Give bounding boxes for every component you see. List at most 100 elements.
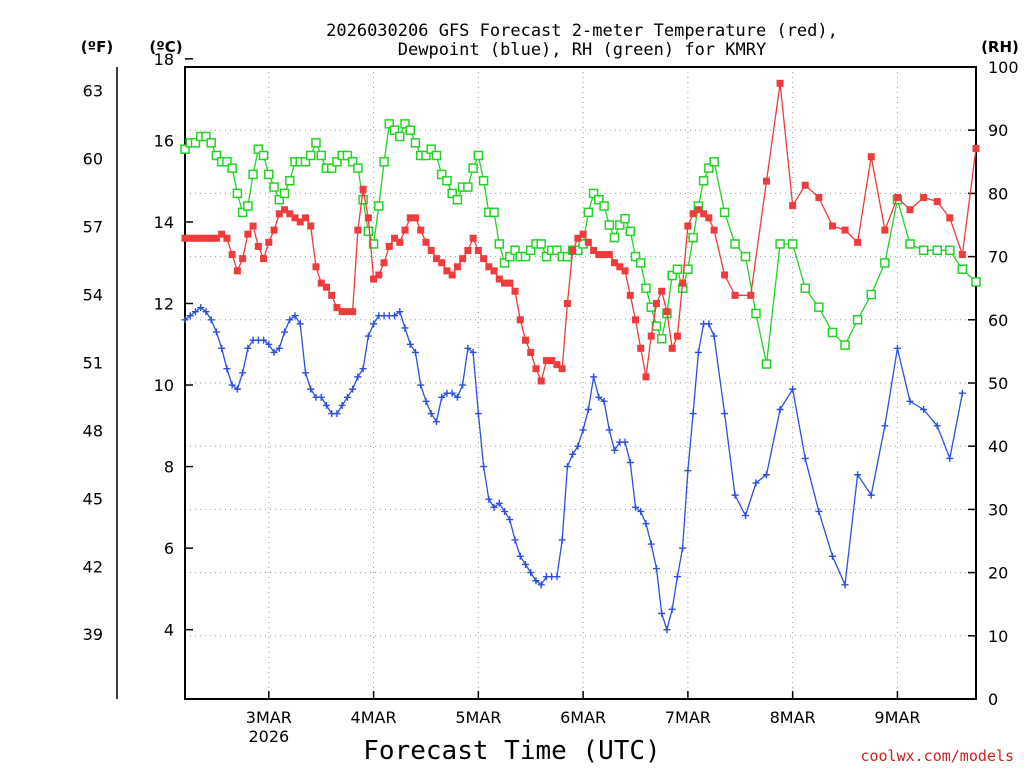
dewpoint-point [244, 344, 252, 352]
temperature-point [841, 226, 849, 234]
dewpoint-point [474, 410, 482, 418]
dewpoint-point [752, 479, 760, 487]
dewpoint-point [658, 609, 666, 617]
temperature-point [605, 251, 613, 259]
rh-point [604, 220, 615, 230]
temperature-point [621, 267, 629, 275]
dewpoint-point [621, 438, 629, 446]
rh-point [541, 251, 552, 262]
dewpoint-point [197, 304, 205, 312]
credit-label: coolwx.com/models [860, 747, 1014, 765]
fahrenheit-tick-label: 60 [83, 150, 103, 169]
rh-point [426, 144, 436, 154]
rh-point [452, 194, 463, 205]
temperature-point [658, 287, 666, 295]
dewpoint-point [218, 344, 226, 352]
temperature-point [469, 234, 477, 242]
temperature-point [312, 263, 320, 271]
dewpoint-point [417, 381, 425, 389]
grid-lines [185, 67, 976, 699]
dewpoint-point [411, 348, 419, 356]
rh-point [852, 315, 863, 325]
temperature-point [375, 271, 383, 279]
fahrenheit-tick-label: 54 [83, 285, 103, 304]
rh-point [730, 239, 740, 249]
rh-point [932, 245, 942, 256]
temperature-point [972, 145, 980, 153]
rh-point [442, 176, 452, 186]
dewpoint-point [401, 324, 409, 332]
temperature-point [521, 336, 529, 344]
fahrenheit-tick-label: 51 [83, 353, 103, 372]
rh-point [683, 264, 693, 274]
dewpoint-point [485, 495, 493, 503]
dewpoint-point [553, 573, 561, 581]
celsius-tick-label: 4 [164, 621, 174, 640]
rh-point [630, 251, 641, 262]
dewpoint-point [632, 503, 640, 511]
temperature-point [933, 198, 941, 206]
dewpoint-point [569, 450, 577, 458]
temperature-point [673, 332, 681, 340]
temperature-point [574, 234, 582, 242]
dewpoint-point [233, 385, 241, 393]
rh-point [316, 150, 326, 161]
dewpoint-point [338, 401, 346, 409]
dewpoint-point [537, 581, 545, 589]
temperature-point [432, 255, 440, 263]
dewpoint-point [789, 385, 797, 393]
rh-point [536, 239, 546, 249]
rh-point [478, 176, 489, 186]
rh-tick-label: 70 [988, 248, 1008, 267]
temperature-point [260, 255, 268, 263]
dewpoint-point [438, 393, 446, 401]
dewpoint-point [663, 626, 671, 634]
dewpoint-point [212, 328, 220, 336]
rh-point [880, 258, 890, 268]
x-tick-label: 6MAR [560, 708, 606, 727]
fahrenheit-tick-label: 42 [83, 557, 103, 576]
rh-tick-label: 50 [988, 374, 1008, 393]
rh-tick-label: 40 [988, 437, 1008, 456]
temperature-point [705, 214, 713, 222]
x-tick-label: 4MAR [351, 708, 397, 727]
dewpoint-point [558, 536, 566, 544]
dewpoint-point [906, 397, 914, 405]
dewpoint-point [958, 389, 966, 397]
chart-title-line2: Dewpoint (blue), RH (green) for KMRY [398, 40, 766, 60]
temperature-point [427, 246, 435, 254]
rh-point [190, 138, 201, 148]
temperature-point [186, 234, 194, 242]
temperature-point [579, 230, 587, 238]
temperature-point [212, 234, 220, 242]
rh-point [775, 239, 785, 249]
temperature-point [867, 153, 875, 161]
temperature-point [542, 357, 550, 365]
rh-point [918, 245, 929, 256]
celsius-tick-label: 8 [164, 458, 174, 477]
temperature-point [333, 304, 341, 312]
dewpoint-point [186, 312, 194, 320]
dewpoint-point [776, 406, 784, 414]
dewpoint-point [427, 410, 435, 418]
rh-point [510, 245, 520, 256]
dewpoint-point [422, 397, 430, 405]
temperature-point [191, 234, 199, 242]
temperature-point [349, 308, 357, 316]
rh-point [274, 194, 285, 205]
temperature-point [815, 193, 823, 201]
rh-point [827, 327, 838, 338]
dewpoint-point [563, 463, 571, 471]
celsius-tick-label: 18 [154, 50, 174, 69]
rh-point [945, 245, 955, 256]
rh-point [957, 264, 968, 274]
x-tick-label: 3MAR [246, 708, 292, 727]
dewpoint-point [721, 410, 729, 418]
dewpoint-point [364, 332, 372, 340]
rh-point [232, 188, 243, 199]
temperature-point [495, 275, 503, 283]
temperature-point [637, 344, 645, 352]
temperature-point [239, 255, 247, 263]
x-tick-label: 5MAR [455, 708, 501, 727]
